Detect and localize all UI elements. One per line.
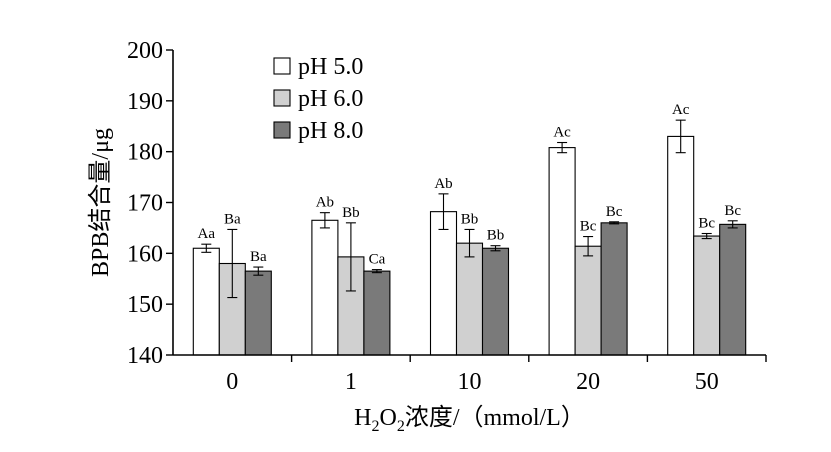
legend-label: pH 6.0 [298, 86, 363, 112]
data-label: Ac [672, 102, 690, 118]
bar [429, 211, 458, 356]
data-label: Bc [580, 219, 597, 235]
bar [548, 147, 576, 356]
x-axis-title-sub1: 2 [372, 418, 380, 435]
data-label: Ba [224, 211, 241, 227]
data-label: Bc [606, 204, 623, 220]
bar [600, 222, 628, 356]
legend-label: pH 5.0 [298, 54, 363, 80]
bar [667, 135, 695, 356]
x-axis-title-mid: O [380, 405, 397, 431]
bar [693, 235, 721, 356]
data-label: Bb [342, 205, 360, 221]
y-tick-label: 140 [127, 343, 163, 369]
bar [311, 219, 339, 356]
x-axis-title: H2O2浓度/（mmol/L） [354, 404, 585, 435]
x-tick-label: 1 [345, 369, 357, 395]
y-axis-title: BPB结合量/μg [87, 128, 114, 277]
bar [574, 245, 602, 356]
x-axis-title-suffix: 浓度/（mmol/L） [405, 404, 585, 431]
x-axis-title-prefix: H [354, 405, 371, 431]
data-label: Ac [553, 125, 571, 141]
x-tick-label: 10 [458, 369, 482, 395]
bar [363, 270, 391, 356]
x-tick-label: 50 [695, 369, 719, 395]
y-tick-label: 150 [127, 292, 163, 318]
bar [192, 247, 220, 356]
legend-label: pH 8.0 [298, 118, 363, 144]
bar [719, 223, 747, 356]
x-tick-label: 0 [226, 369, 238, 395]
y-tick-label: 180 [127, 140, 163, 166]
data-label: Ab [434, 176, 452, 192]
y-tick-label: 200 [127, 38, 163, 64]
data-label: Ba [250, 249, 267, 265]
bar [455, 242, 484, 356]
y-tick-label: 160 [127, 241, 163, 267]
legend: pH 5.0 pH 6.0 pH 8.0 [273, 54, 363, 144]
bar-series: Aa Ba Ba Ab Bb Ca Ab Bb Bb Ac Bc Bc Ac Bc Bc [192, 102, 747, 356]
axes: 140 150 160 170 180 190 200 0 1 10 20 50 [127, 38, 767, 395]
data-label: Bc [698, 216, 715, 232]
y-tick-label: 170 [127, 191, 163, 217]
legend-swatch [273, 121, 291, 139]
legend-swatch [273, 89, 291, 107]
legend-swatch [273, 57, 291, 75]
data-label: Ca [369, 252, 386, 268]
y-tick-label: 190 [127, 89, 163, 115]
data-label: Bb [487, 228, 505, 244]
bar [244, 270, 272, 356]
data-label: Ab [316, 195, 334, 211]
bar [481, 247, 510, 356]
x-tick-label: 20 [576, 369, 600, 395]
data-label: Bc [724, 203, 741, 219]
data-label: Aa [198, 226, 216, 242]
x-axis-title-sub2: 2 [397, 418, 405, 435]
data-label: Bb [461, 211, 479, 227]
